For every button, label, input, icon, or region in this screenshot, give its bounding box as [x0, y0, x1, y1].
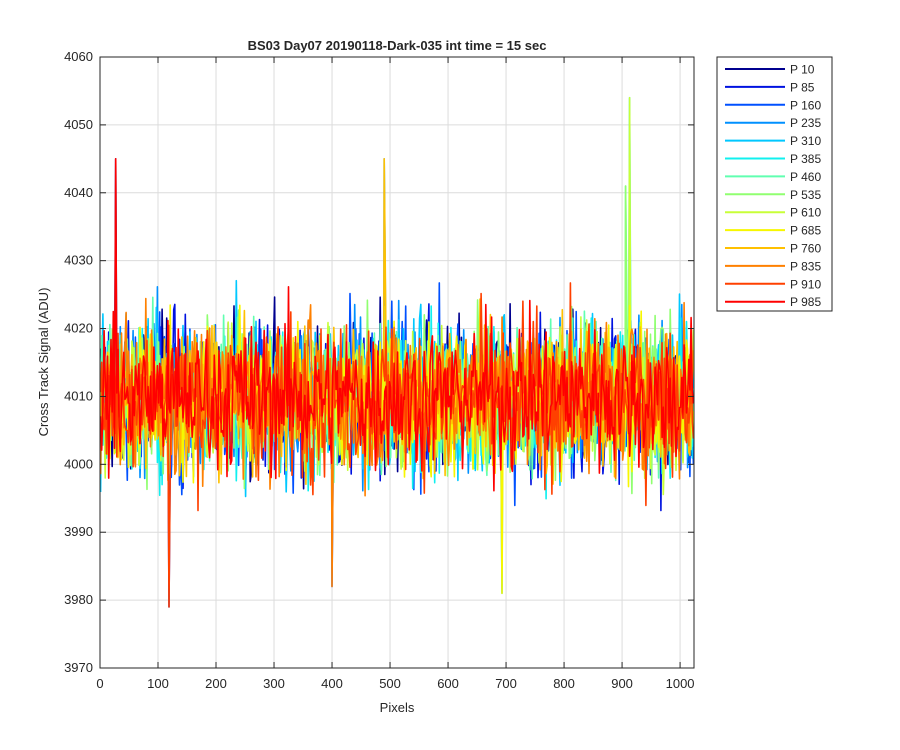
legend-label: P 685 — [790, 224, 821, 238]
x-tick-label: 500 — [379, 676, 401, 691]
legend-label: P 610 — [790, 206, 821, 220]
y-tick-label: 4010 — [64, 388, 93, 403]
legend-label: P 385 — [790, 152, 821, 166]
x-tick-label: 100 — [147, 676, 169, 691]
y-tick-label: 4040 — [64, 185, 93, 200]
y-tick-label: 4000 — [64, 456, 93, 471]
legend: P 10 P 85 P 160 P 235 P 310 P 385 P 460 P 535 P … — [716, 56, 833, 312]
y-tick-label: 4030 — [64, 253, 93, 268]
y-tick-label: 4020 — [64, 321, 93, 336]
y-tick-label: 3970 — [64, 660, 93, 675]
y-axis-label: Cross Track Signal (ADU) — [36, 288, 51, 437]
x-tick-label: 900 — [611, 676, 633, 691]
chart-title: BS03 Day07 20190118-Dark-035 int time = … — [248, 38, 547, 53]
legend-label: P 835 — [790, 259, 821, 273]
legend-box — [716, 56, 833, 312]
legend-label: P 235 — [790, 116, 821, 130]
x-tick-label: 600 — [437, 676, 459, 691]
legend-label: P 985 — [790, 295, 821, 309]
legend-label: P 760 — [790, 242, 821, 256]
x-tick-label: 800 — [553, 676, 575, 691]
data-series-layer — [99, 96, 695, 608]
legend-label: P 535 — [790, 188, 821, 202]
x-tick-label: 300 — [263, 676, 285, 691]
y-tick-label: 4060 — [64, 49, 93, 64]
x-tick-label: 400 — [321, 676, 343, 691]
y-tick-label: 3990 — [64, 524, 93, 539]
x-tick-label: 0 — [96, 676, 103, 691]
axes: 0 100 200 300 400 500 600 700 800 900 1000 3970 3980… — [64, 49, 694, 691]
y-tick-label: 4050 — [64, 117, 93, 132]
legend-label: P 460 — [790, 170, 821, 184]
series-line-p-985 — [99, 158, 695, 492]
plot-frame — [99, 56, 695, 669]
x-axis-label: Pixels — [380, 700, 415, 715]
legend-label: P 160 — [790, 98, 821, 112]
legend-label: P 910 — [790, 277, 821, 291]
legend-label: P 10 — [790, 63, 815, 77]
legend-label: P 85 — [790, 80, 815, 94]
x-tick-label: 700 — [495, 676, 517, 691]
y-tick-label: 3980 — [64, 592, 93, 607]
x-tick-label: 1000 — [666, 676, 695, 691]
legend-label: P 310 — [790, 134, 821, 148]
x-tick-label: 200 — [205, 676, 227, 691]
